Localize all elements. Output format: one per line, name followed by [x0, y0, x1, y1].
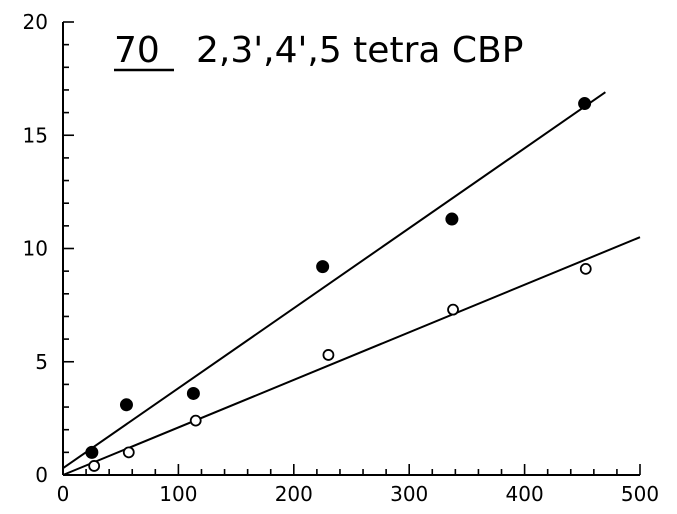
x-tick-label: 300: [390, 482, 428, 506]
x-tick-label: 100: [159, 482, 197, 506]
title-number: 70: [114, 30, 160, 71]
x-tick-label: 0: [57, 482, 70, 506]
chart-title-group: 70 2,3',4',5 tetra CBP: [114, 30, 523, 72]
x-tick-label: 200: [275, 482, 313, 506]
open-point: [579, 262, 592, 275]
filled-point: [316, 260, 330, 274]
fit-line-2: [62, 236, 641, 476]
open-point: [88, 460, 101, 472]
chart-title: 2,3',4',5 tetra CBP: [196, 30, 523, 71]
y-tick-label: 10: [23, 237, 48, 261]
fit-line-1: [62, 91, 606, 470]
filled-point: [578, 97, 592, 111]
filled-point: [445, 212, 459, 226]
y-tick-label: 20: [23, 10, 48, 34]
open-point: [447, 303, 459, 316]
x-tick-label: 500: [621, 482, 659, 506]
y-tick-label: 15: [23, 123, 48, 147]
filled-point: [186, 386, 200, 400]
filled-point: [85, 445, 99, 459]
open-point: [122, 446, 135, 459]
fit-lines: [62, 91, 641, 476]
open-point: [189, 414, 202, 427]
data-points: [85, 97, 592, 472]
y-tick-label: 5: [35, 350, 48, 374]
y-tick-label: 0: [35, 463, 48, 487]
axes: 0 100 200 300 400 500 0 5 10 15 20: [23, 10, 660, 506]
x-tick-label: 400: [506, 482, 544, 506]
filled-point: [119, 398, 133, 412]
open-point: [322, 349, 335, 361]
